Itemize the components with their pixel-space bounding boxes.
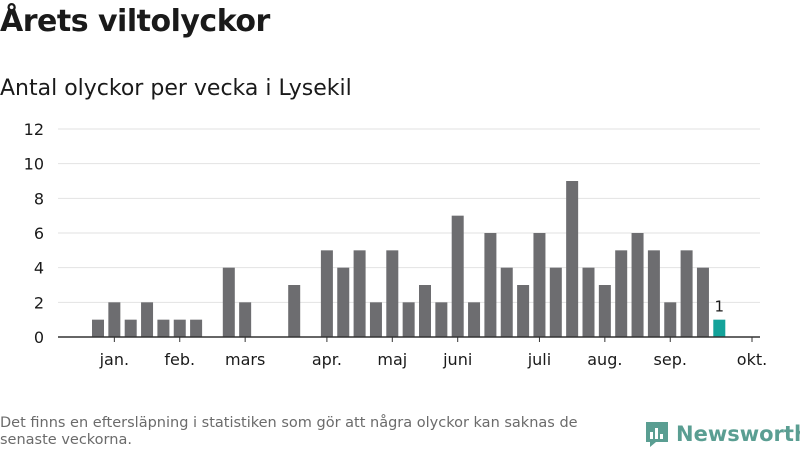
bar: [353, 250, 366, 337]
x-tick-label: sep.: [654, 350, 687, 369]
bar: [288, 285, 301, 337]
x-tick-label: aug.: [587, 350, 622, 369]
bar: [386, 250, 399, 337]
bar: [533, 233, 546, 337]
bar: [517, 285, 530, 337]
brand-name: Newsworthy: [676, 422, 800, 446]
x-tick-label: okt.: [737, 350, 767, 369]
y-tick-label: 10: [24, 155, 44, 174]
bar: [680, 250, 693, 337]
y-tick-label: 8: [34, 189, 44, 208]
bar-chart: 0 2 4 6 8 10 12 1 jan. feb. mars apr. maj juni juli aug…: [24, 120, 768, 369]
y-tick-label: 0: [34, 328, 44, 347]
bar: [500, 267, 513, 337]
bar: [468, 302, 481, 337]
x-tick-label: maj: [377, 350, 407, 369]
bar: [337, 267, 350, 337]
bar: [173, 319, 186, 337]
x-tick-label: juli: [527, 350, 551, 369]
bar: [239, 302, 252, 337]
bar: [631, 233, 644, 337]
y-tick-label: 4: [34, 259, 44, 278]
x-tick-label: feb.: [164, 350, 195, 369]
bar: [484, 233, 497, 337]
bar: [369, 302, 382, 337]
bar: [582, 267, 595, 337]
bar: [451, 215, 464, 337]
bar: [157, 319, 170, 337]
x-tick-label: apr.: [312, 350, 342, 369]
bar: [647, 250, 660, 337]
x-tick-label: jan.: [99, 350, 129, 369]
chart-subtitle: Antal olyckor per vecka i Lysekil: [0, 76, 352, 101]
bar: [696, 267, 709, 337]
bar: [419, 285, 431, 337]
x-tick-label: juni: [442, 350, 472, 369]
bar: [190, 319, 203, 337]
bar: [615, 250, 628, 337]
bar: [549, 267, 562, 337]
y-tick-label: 6: [34, 224, 44, 243]
bar: [108, 302, 121, 337]
data-label: 1: [715, 298, 725, 316]
bar: [92, 319, 104, 337]
y-tick-label: 2: [34, 293, 44, 312]
bar: [141, 302, 154, 337]
y-tick-label: 12: [24, 120, 44, 139]
bar: [222, 267, 235, 337]
bar: [566, 181, 579, 337]
x-tick-label: mars: [225, 350, 265, 369]
bar: [402, 302, 415, 337]
bar: [320, 250, 333, 337]
chart-title: Årets viltolyckor: [0, 4, 270, 39]
bar-highlight: [713, 319, 726, 337]
footnote: Det finns en eftersläpning i statistiken…: [0, 415, 578, 448]
bar: [435, 302, 448, 337]
brand-logo: Newsworthy: [644, 420, 800, 448]
bar: [664, 302, 677, 337]
bar: [598, 285, 611, 337]
newsworthy-logo-icon: [646, 422, 668, 447]
bar: [124, 319, 137, 337]
